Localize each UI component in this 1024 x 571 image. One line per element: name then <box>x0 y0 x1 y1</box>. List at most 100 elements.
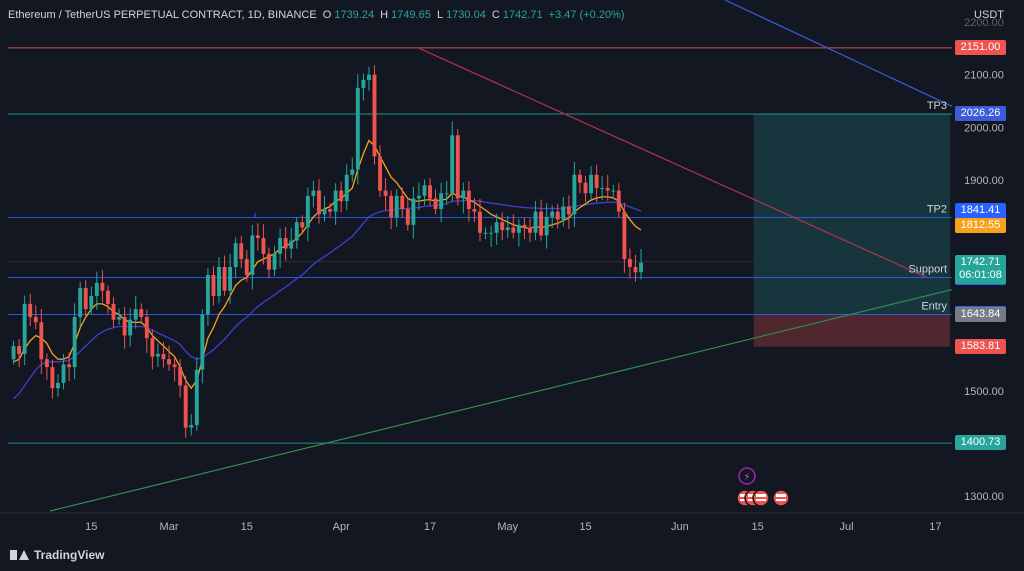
x-tick-label: Jul <box>839 521 853 533</box>
candle-body <box>428 185 432 199</box>
candle-body <box>433 198 438 210</box>
candle-body <box>194 369 199 426</box>
candle-body <box>205 274 210 315</box>
x-tick-label: May <box>497 521 518 533</box>
high-value: 1749.65 <box>391 9 431 21</box>
candle-body <box>22 303 27 354</box>
candle-body <box>228 267 233 291</box>
candle-body <box>500 222 505 231</box>
candle-body <box>439 193 444 210</box>
candle-body <box>200 314 205 370</box>
candle-body <box>178 367 183 386</box>
candle-body <box>100 282 105 291</box>
price-tag-resistance: 2151.00 <box>955 39 1006 55</box>
candle-body <box>72 317 77 368</box>
candle-body <box>61 364 66 383</box>
us-flag-stripe-icon <box>756 499 766 501</box>
x-tick-label: 15 <box>579 521 591 533</box>
candle-body <box>267 253 271 270</box>
candle-body <box>544 216 549 236</box>
candle-body <box>450 135 455 194</box>
open-label: O <box>322 9 332 21</box>
candle-body <box>250 235 255 275</box>
candle-body <box>222 267 227 291</box>
symbol-title[interactable]: Ethereum / TetherUS PERPETUAL CONTRACT, … <box>8 9 317 21</box>
us-flag-event-icon <box>772 489 790 507</box>
candle-body <box>294 222 299 241</box>
candle-body <box>128 319 133 336</box>
candle-body <box>455 135 460 199</box>
y-tick-label: 1300.00 <box>964 491 1004 503</box>
fast-moving-average <box>13 139 642 390</box>
candle-body <box>516 224 521 233</box>
candle-body <box>94 282 99 296</box>
candle-body <box>117 317 122 320</box>
annotation-support: Support <box>908 264 947 276</box>
candle-body <box>161 353 166 360</box>
ma-slow-tag: 1841.41 <box>955 202 1006 218</box>
us-flag-stripe-icon <box>776 494 786 497</box>
candle-body <box>466 190 471 210</box>
stop-tag: 1643.84 <box>955 307 1006 323</box>
x-tick-label: 15 <box>752 521 764 533</box>
candle-body <box>422 185 427 196</box>
last-price-tag: 1742.71 06:01:08 <box>955 254 1006 284</box>
lightning-glyph-icon: ⚡ <box>743 472 750 483</box>
y-tick-label: 2100.00 <box>964 70 1004 82</box>
candle-body <box>172 364 177 368</box>
candle-body <box>239 243 244 260</box>
candle-body <box>522 224 527 228</box>
x-tick-label: 15 <box>241 521 253 533</box>
close-label: C <box>491 9 500 21</box>
candle-body <box>139 309 144 318</box>
candle-body <box>211 274 216 296</box>
candle-body <box>583 182 588 194</box>
y-tick-label: 2000.00 <box>964 122 1004 134</box>
symbol-header: Ethereum / TetherUS PERPETUAL CONTRACT, … <box>8 9 628 21</box>
ma-fast-tag: 1812.55 <box>955 218 1006 234</box>
y-tick-label: 1500.00 <box>964 386 1004 398</box>
candle-body <box>189 425 194 428</box>
candle-body <box>550 211 555 217</box>
candle-body <box>328 209 333 212</box>
brand-name: TradingView <box>34 548 105 562</box>
candle-body <box>416 195 421 199</box>
high-label: H <box>380 9 389 21</box>
currency-label[interactable]: USDT <box>974 9 1004 21</box>
channel-trendline <box>724 0 953 107</box>
candle-body <box>350 169 355 175</box>
candle-body <box>261 238 266 254</box>
lightning-event-icon <box>738 467 756 485</box>
candle-body <box>28 303 33 318</box>
tradingview-logo[interactable]: TradingView <box>10 548 104 562</box>
candle-body <box>572 174 577 215</box>
candle-body <box>411 198 416 225</box>
candle-body <box>244 259 249 275</box>
candle-body <box>478 211 482 233</box>
candle-body <box>283 238 288 249</box>
x-tick-label: Mar <box>160 521 179 533</box>
candle-body <box>111 303 116 320</box>
candle-body <box>122 317 127 336</box>
candle-body <box>372 74 377 157</box>
candle-body <box>50 367 55 389</box>
candle-body <box>389 195 394 217</box>
candle-body <box>483 232 488 234</box>
candle-body <box>89 295 94 310</box>
candle-body <box>383 190 388 196</box>
x-tick-label: 15 <box>85 521 97 533</box>
candle-body <box>56 382 60 389</box>
candle-body <box>17 346 22 354</box>
candle-body <box>539 211 544 236</box>
candle-body <box>155 353 160 357</box>
annotation-tp2: TP2 <box>927 204 947 216</box>
candle-body <box>344 174 349 202</box>
price-tag-bottom: 1400.73 <box>955 435 1006 451</box>
candle-body <box>378 156 382 191</box>
candle-body <box>639 262 643 273</box>
candle-body <box>39 322 44 360</box>
candle-body <box>355 87 360 170</box>
annotation-entry: Entry <box>921 300 947 312</box>
x-tick-label: Apr <box>333 521 350 533</box>
